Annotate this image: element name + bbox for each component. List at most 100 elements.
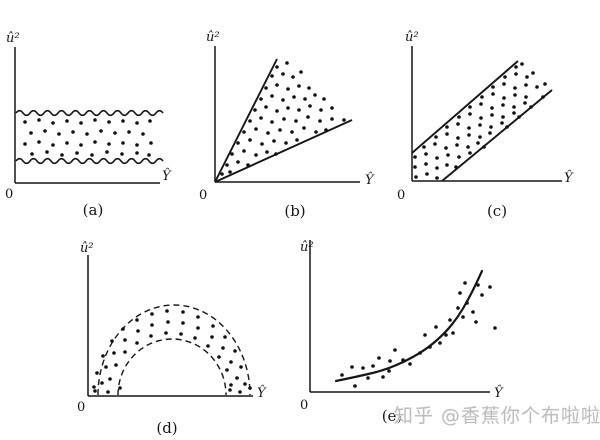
scatter-dot — [284, 141, 288, 145]
scatter-dot — [350, 365, 354, 369]
panel-d: û² Ŷ 0 (d) — [77, 241, 267, 437]
panel-caption: (a) — [83, 201, 104, 219]
scatter-dot — [99, 129, 103, 133]
scatter-dot — [135, 151, 139, 155]
scatter-dot — [456, 136, 460, 140]
scatter-dot — [468, 151, 472, 155]
scatter-dot — [422, 145, 426, 149]
scatter-dot — [456, 306, 460, 310]
scatter-dot — [491, 85, 495, 89]
scatter-dot — [493, 326, 497, 330]
dashed-arc — [117, 338, 227, 396]
scatter-dot — [92, 385, 96, 389]
scatter-dot — [37, 140, 41, 144]
scatter-dot — [121, 119, 125, 123]
scatter-dot — [478, 135, 482, 139]
scatter-dot — [456, 122, 460, 126]
scatter-dot — [217, 355, 221, 359]
panel-e: û² Ŷ 0 (e) — [300, 240, 504, 425]
scatter-dot — [393, 348, 397, 352]
scatter-dot — [121, 141, 125, 145]
scatter-dot — [225, 368, 229, 372]
scatter-dot — [254, 153, 258, 157]
trend-curve — [334, 269, 484, 383]
scatter-dot — [272, 139, 276, 143]
scatter-dot — [259, 97, 263, 101]
panel-b: û² Ŷ 0 (b) — [199, 30, 375, 220]
scatter-dot — [467, 133, 471, 137]
x-axis-label: Ŷ — [162, 168, 172, 184]
scatter-dot — [285, 61, 289, 65]
scatter-dot — [253, 108, 257, 112]
scatter-dot — [313, 93, 317, 97]
scatter-dot — [444, 146, 448, 150]
scatter-dot — [342, 118, 346, 122]
scatter-dot — [228, 388, 232, 392]
x-axis-label: Ŷ — [494, 385, 504, 401]
scatter-dot — [502, 96, 506, 100]
scatter-dot — [108, 377, 112, 381]
scatter-dot — [235, 376, 239, 380]
scatter-dot — [307, 86, 311, 90]
scatter-dot — [210, 335, 214, 339]
scatter-dot — [381, 375, 385, 379]
scatter-dot — [141, 132, 145, 136]
scatter-dot — [330, 106, 334, 110]
scatter-dot — [434, 135, 438, 139]
scatter-dot — [278, 128, 282, 132]
scatter-dot — [502, 82, 506, 86]
scatter-dot — [401, 358, 405, 362]
scatter-dot — [220, 172, 224, 176]
scatter-dot — [531, 71, 535, 75]
scatter-dot — [165, 309, 169, 313]
scatter-dot — [292, 95, 296, 99]
scatter-dot — [79, 121, 83, 125]
origin-label: 0 — [199, 188, 207, 203]
scatter-dot — [93, 118, 97, 122]
scatter-dot — [229, 383, 233, 387]
scatter-dot — [275, 83, 279, 87]
scatter-dot — [23, 120, 27, 124]
scatter-dot — [308, 104, 312, 108]
scatter-dot — [93, 140, 97, 144]
panel-c-geometry — [411, 46, 562, 182]
scatter-dot — [424, 162, 428, 166]
scatter-dot — [479, 116, 483, 120]
scatter-dot — [206, 344, 210, 348]
dashed-arc — [97, 304, 251, 396]
panel-d-geometry — [87, 255, 253, 397]
scatter-dot — [65, 119, 69, 123]
scatter-dot — [388, 359, 392, 363]
watermark-text: 知乎 @香蕉你个布啦啦 — [394, 405, 600, 427]
scatter-dot — [290, 130, 294, 134]
panel-caption: (c) — [487, 202, 507, 220]
scatter-dot — [123, 350, 127, 354]
origin-label: 0 — [300, 398, 308, 413]
scatter-dot — [230, 152, 234, 156]
x-axis-label: Ŷ — [365, 172, 375, 188]
scatter-dot — [106, 390, 110, 394]
panel-e-geometry — [309, 240, 497, 393]
scatter-dot — [491, 92, 495, 96]
scatter-dot — [135, 318, 139, 322]
scatter-dot — [457, 115, 461, 119]
scatter-dot — [148, 119, 152, 123]
scatter-dot — [387, 369, 391, 373]
scatter-dot — [478, 123, 482, 127]
scatter-dot — [435, 156, 439, 160]
scatter-dot — [259, 116, 263, 120]
scatter-dot — [306, 115, 310, 119]
scatter-dot — [482, 145, 486, 149]
scatter-dot — [196, 326, 200, 330]
scatter-dot — [505, 125, 509, 129]
scatter-dot — [377, 356, 381, 360]
scatter-dot — [463, 281, 467, 285]
scatter-dot — [503, 75, 507, 79]
scatter-dot — [264, 86, 268, 90]
scatter-dot — [266, 131, 270, 135]
scatter-dot — [135, 143, 139, 147]
scatter-dot — [512, 105, 516, 109]
scatter-dot — [149, 141, 153, 145]
scatter-dot — [433, 142, 437, 146]
scatter-dot — [500, 121, 504, 125]
